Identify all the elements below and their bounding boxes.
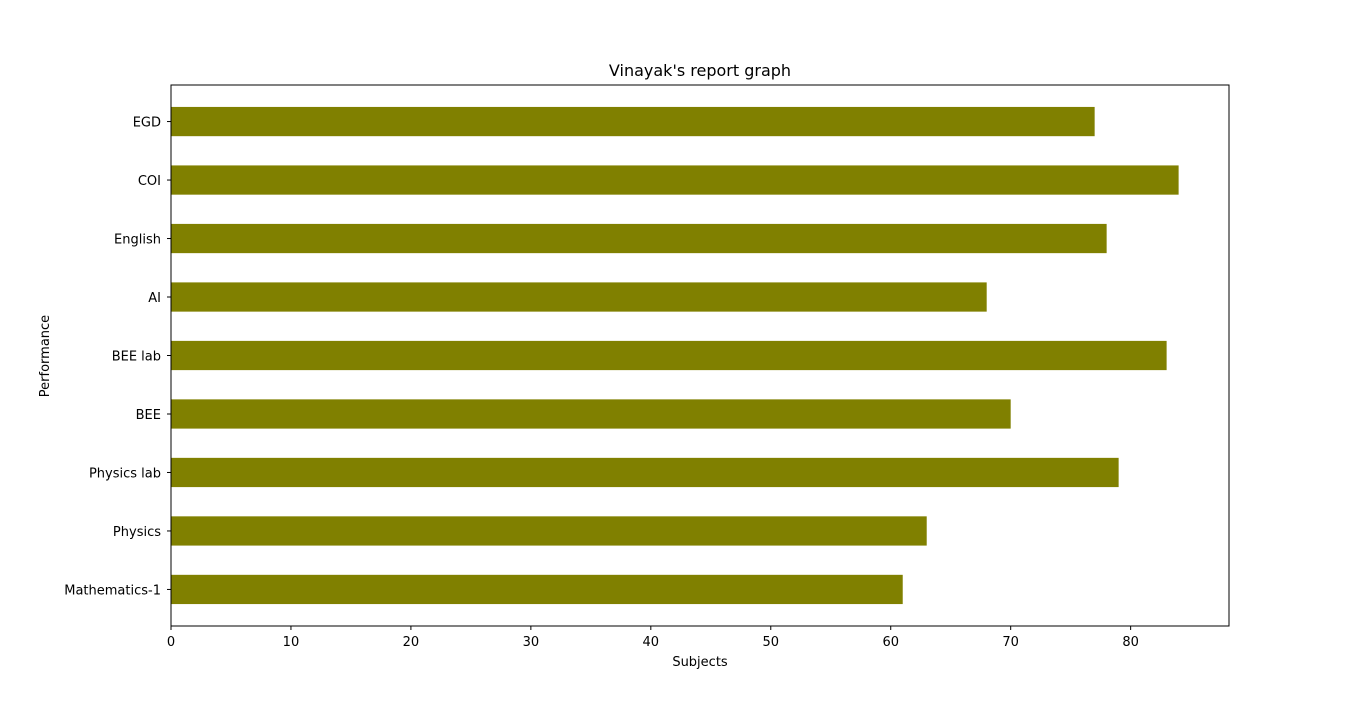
ticks-layer: Mathematics-1 Physics Physics lab BEE BEE la… <box>64 116 1139 650</box>
bar-english <box>171 223 1107 254</box>
y-tick-label: BEE lab <box>112 350 161 365</box>
bar-physics <box>171 516 927 546</box>
x-tick-label: 50 <box>762 635 779 650</box>
bar-physics-lab <box>171 457 1119 488</box>
x-tick-label: 30 <box>523 635 540 650</box>
y-tick-label: BEE <box>136 408 161 423</box>
x-tick-label: 10 <box>283 635 300 650</box>
bar-egd <box>171 106 1095 137</box>
y-tick-label: AI <box>148 291 161 306</box>
x-tick-label: 20 <box>403 635 420 650</box>
y-tick-label: COI <box>138 174 161 189</box>
x-tick-label: 80 <box>1122 635 1139 650</box>
x-tick-label: 0 <box>167 635 175 650</box>
x-tick-label: 60 <box>882 635 899 650</box>
y-tick-label: English <box>114 233 161 248</box>
bar-coi <box>171 165 1179 195</box>
bar-bee <box>171 399 1011 429</box>
bars-layer <box>171 106 1179 605</box>
y-tick-label: EGD <box>133 116 161 131</box>
bar-mathematics-1 <box>171 574 903 605</box>
x-tick-label: 40 <box>643 635 660 650</box>
chart-title: Vinayak's report graph <box>609 61 791 80</box>
y-tick-label: Mathematics-1 <box>64 583 161 598</box>
y-axis-label: Performance <box>38 315 53 397</box>
y-tick-label: Physics lab <box>89 466 161 481</box>
y-tick-label: Physics <box>113 525 161 540</box>
x-tick-label: 70 <box>1002 635 1019 650</box>
bar-bee-lab <box>171 340 1167 371</box>
x-axis-label: Subjects <box>672 655 728 670</box>
plot-area-frame <box>170 84 1230 627</box>
bar-ai <box>171 282 987 312</box>
